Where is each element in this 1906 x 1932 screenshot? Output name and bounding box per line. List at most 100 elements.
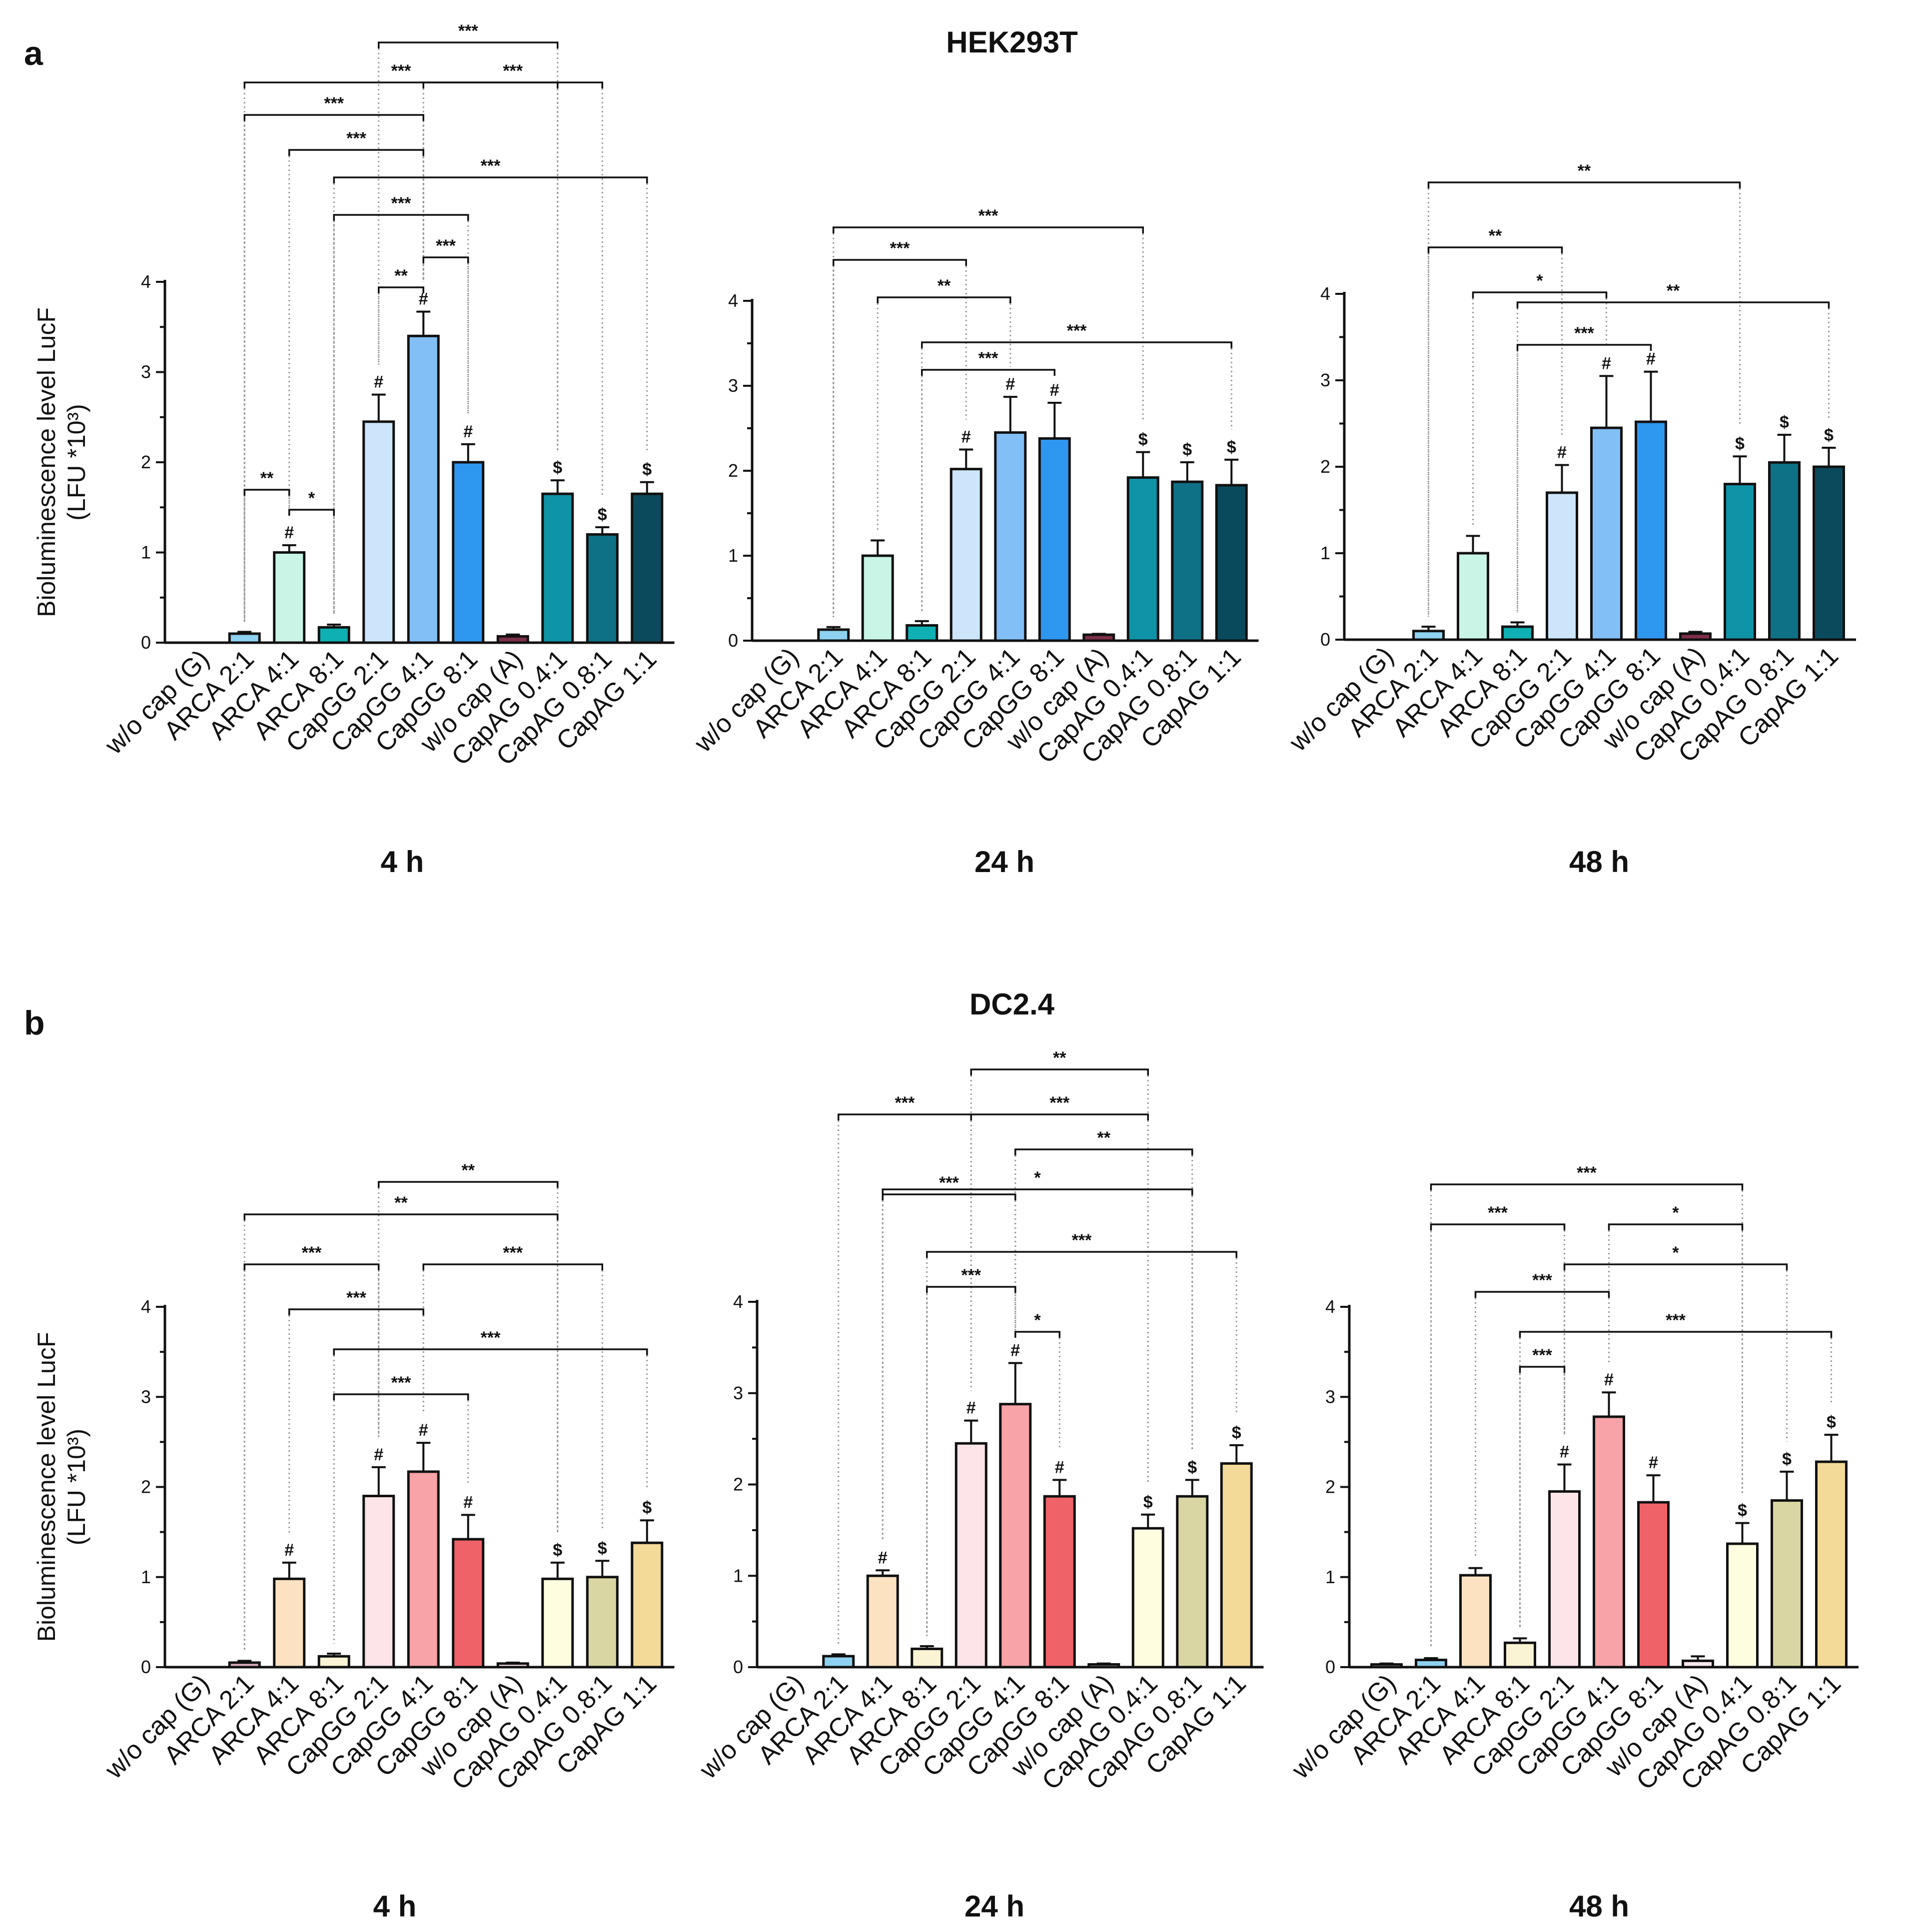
bracket: [926, 1251, 1237, 1258]
bar: [1131, 1527, 1164, 1669]
bracket-label: ***: [1532, 1271, 1552, 1290]
bracket: [243, 1263, 380, 1270]
y-tick-label: 0: [1325, 1657, 1335, 1677]
bracket: [838, 1113, 972, 1120]
significance-mark: #: [1050, 381, 1059, 400]
bracket: [1516, 301, 1830, 308]
significance-mark: $: [642, 1498, 652, 1517]
bracket-label: *: [1672, 1203, 1679, 1222]
bar: [407, 1470, 440, 1669]
bar: [1546, 491, 1578, 641]
significance-mark: #: [419, 290, 428, 309]
bar: [1087, 1663, 1120, 1669]
y-tick-label: 3: [1325, 1386, 1335, 1407]
bar: [1220, 1462, 1253, 1669]
bar: [994, 431, 1027, 642]
significance-mark: $: [1138, 430, 1148, 449]
bar: [1548, 1490, 1581, 1669]
bracket: [1427, 181, 1741, 188]
significance-mark: #: [1560, 1442, 1569, 1461]
significance-mark: #: [1604, 1370, 1614, 1389]
significance-mark: #: [463, 1493, 473, 1512]
bar: [1682, 1659, 1714, 1669]
bar: [228, 1661, 261, 1669]
bar: [1726, 1542, 1759, 1669]
bar: [1593, 1415, 1625, 1669]
y-tick-label: 2: [728, 460, 738, 481]
bracket-label: ***: [391, 61, 411, 80]
bar: [861, 554, 894, 642]
bracket: [921, 369, 1055, 376]
bracket: [1014, 1331, 1060, 1338]
bracket-label: ***: [1577, 1163, 1597, 1182]
bar: [1215, 484, 1248, 642]
bracket: [243, 114, 424, 121]
bar: [1504, 1641, 1536, 1669]
bar: [911, 1647, 944, 1669]
bar: [273, 551, 306, 644]
time-label: 4 h: [373, 1890, 417, 1923]
bracket-label: ***: [1532, 1346, 1552, 1365]
y-tick-label: 3: [728, 375, 738, 396]
significance-mark: #: [1557, 443, 1567, 462]
bracket-label: ***: [1666, 1311, 1686, 1330]
bar: [496, 1662, 529, 1669]
significance-mark: $: [598, 505, 607, 524]
bracket: [1608, 1223, 1744, 1230]
bracket: [926, 1286, 1016, 1293]
bracket-label: ***: [895, 1093, 915, 1112]
bracket: [243, 489, 290, 496]
time-label: 4 h: [381, 845, 424, 879]
bracket-label: ***: [346, 1288, 366, 1307]
bracket-label: ***: [481, 156, 501, 175]
bar: [273, 1577, 306, 1669]
bar: [1459, 1574, 1492, 1669]
bar: [1501, 625, 1534, 641]
bracket-label: ***: [391, 1373, 411, 1392]
bracket: [333, 176, 648, 183]
y-tick-label: 0: [728, 630, 738, 651]
bar: [1176, 1495, 1209, 1669]
bracket-label: **: [394, 1193, 408, 1212]
significance-mark: #: [1010, 1341, 1020, 1360]
y-tick-label: 0: [141, 632, 151, 653]
bracket-label: ***: [1072, 1231, 1092, 1250]
bracket: [333, 1348, 648, 1355]
bar: [1813, 465, 1845, 641]
bar: [631, 492, 664, 644]
y-tick-label: 4: [141, 271, 151, 292]
bar: [1415, 1659, 1447, 1669]
bar: [362, 420, 395, 644]
y-tick-label: 3: [1320, 370, 1330, 390]
y-tick-label: 4: [728, 290, 738, 311]
bracket-label: ***: [503, 1243, 523, 1262]
bracket-label: ***: [481, 1328, 501, 1347]
bracket: [378, 286, 424, 293]
bar: [1171, 480, 1204, 642]
y-tick-label: 1: [141, 542, 151, 563]
significance-mark: $: [1738, 1501, 1747, 1520]
bar: [586, 533, 619, 644]
panel-title-a: HEK293T: [946, 25, 1077, 59]
bar: [362, 1495, 395, 1669]
bar: [822, 1655, 855, 1669]
bracket: [422, 256, 469, 263]
bar: [317, 1655, 350, 1669]
y-axis-label-units: (LFU *10³): [62, 404, 90, 520]
bracket: [877, 296, 1011, 303]
y-tick-label: 4: [1325, 1296, 1335, 1317]
bracket: [378, 41, 559, 48]
y-tick-label: 1: [733, 1565, 743, 1586]
bracket-label: ***: [890, 239, 910, 258]
significance-mark: #: [878, 1548, 888, 1567]
significance-mark: $: [1187, 1458, 1197, 1477]
bracket-label: *: [308, 489, 315, 508]
time-label: 48 h: [1569, 845, 1629, 879]
bracket: [243, 1213, 559, 1220]
bracket: [1516, 344, 1652, 351]
y-tick-label: 0: [1320, 629, 1330, 650]
y-tick-label: 1: [1325, 1567, 1335, 1587]
y-tick-label: 4: [733, 1291, 743, 1312]
